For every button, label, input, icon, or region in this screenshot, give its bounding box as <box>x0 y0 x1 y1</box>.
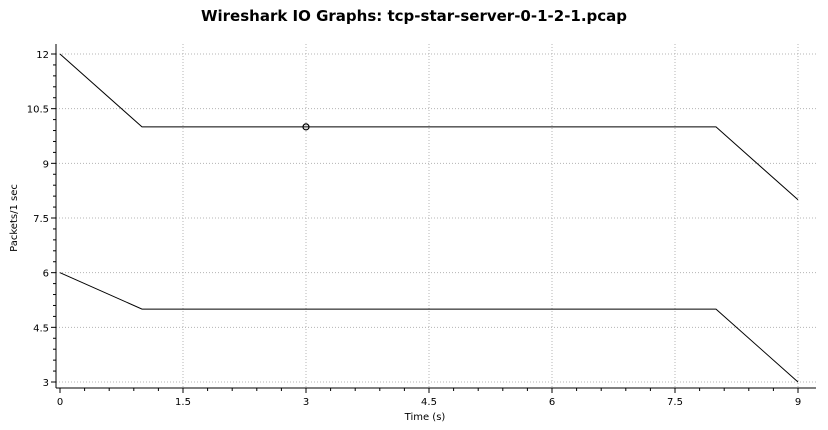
x-tick-label: 4.5 <box>421 397 437 408</box>
y-tick-label: 6 <box>43 269 49 280</box>
x-tick-label: 0 <box>57 397 63 408</box>
y-tick-label: 12 <box>36 50 49 61</box>
y-tick-label: 4.5 <box>33 323 49 334</box>
series-line-1 <box>59 53 799 201</box>
chart-title: Wireshark IO Graphs: tcp-star-server-0-1… <box>200 7 628 25</box>
x-tick-label: 9 <box>795 397 801 408</box>
x-tick-label: 6 <box>549 397 555 408</box>
grid-layer <box>56 44 816 388</box>
axes-layer <box>51 44 816 393</box>
highlighted-point-marker <box>302 123 310 131</box>
series-layer <box>59 53 799 383</box>
y-tick-label: 7.5 <box>33 214 49 225</box>
series-line-2 <box>59 272 799 383</box>
y-tick-label: 9 <box>43 159 49 170</box>
x-tick-label: 1.5 <box>175 397 191 408</box>
x-axis-label: Time (s) <box>404 412 446 423</box>
labels-layer: 0 1.5 3 4.5 6 7.5 9 3 4.5 6 7.5 9 10.5 12 <box>27 50 801 408</box>
x-tick-label: 3 <box>303 397 309 408</box>
y-tick-label: 10.5 <box>27 105 49 116</box>
y-tick-label: 3 <box>43 378 49 389</box>
x-tick-label: 7.5 <box>667 397 683 408</box>
y-axis-label: Packets/1 sec <box>9 184 20 252</box>
